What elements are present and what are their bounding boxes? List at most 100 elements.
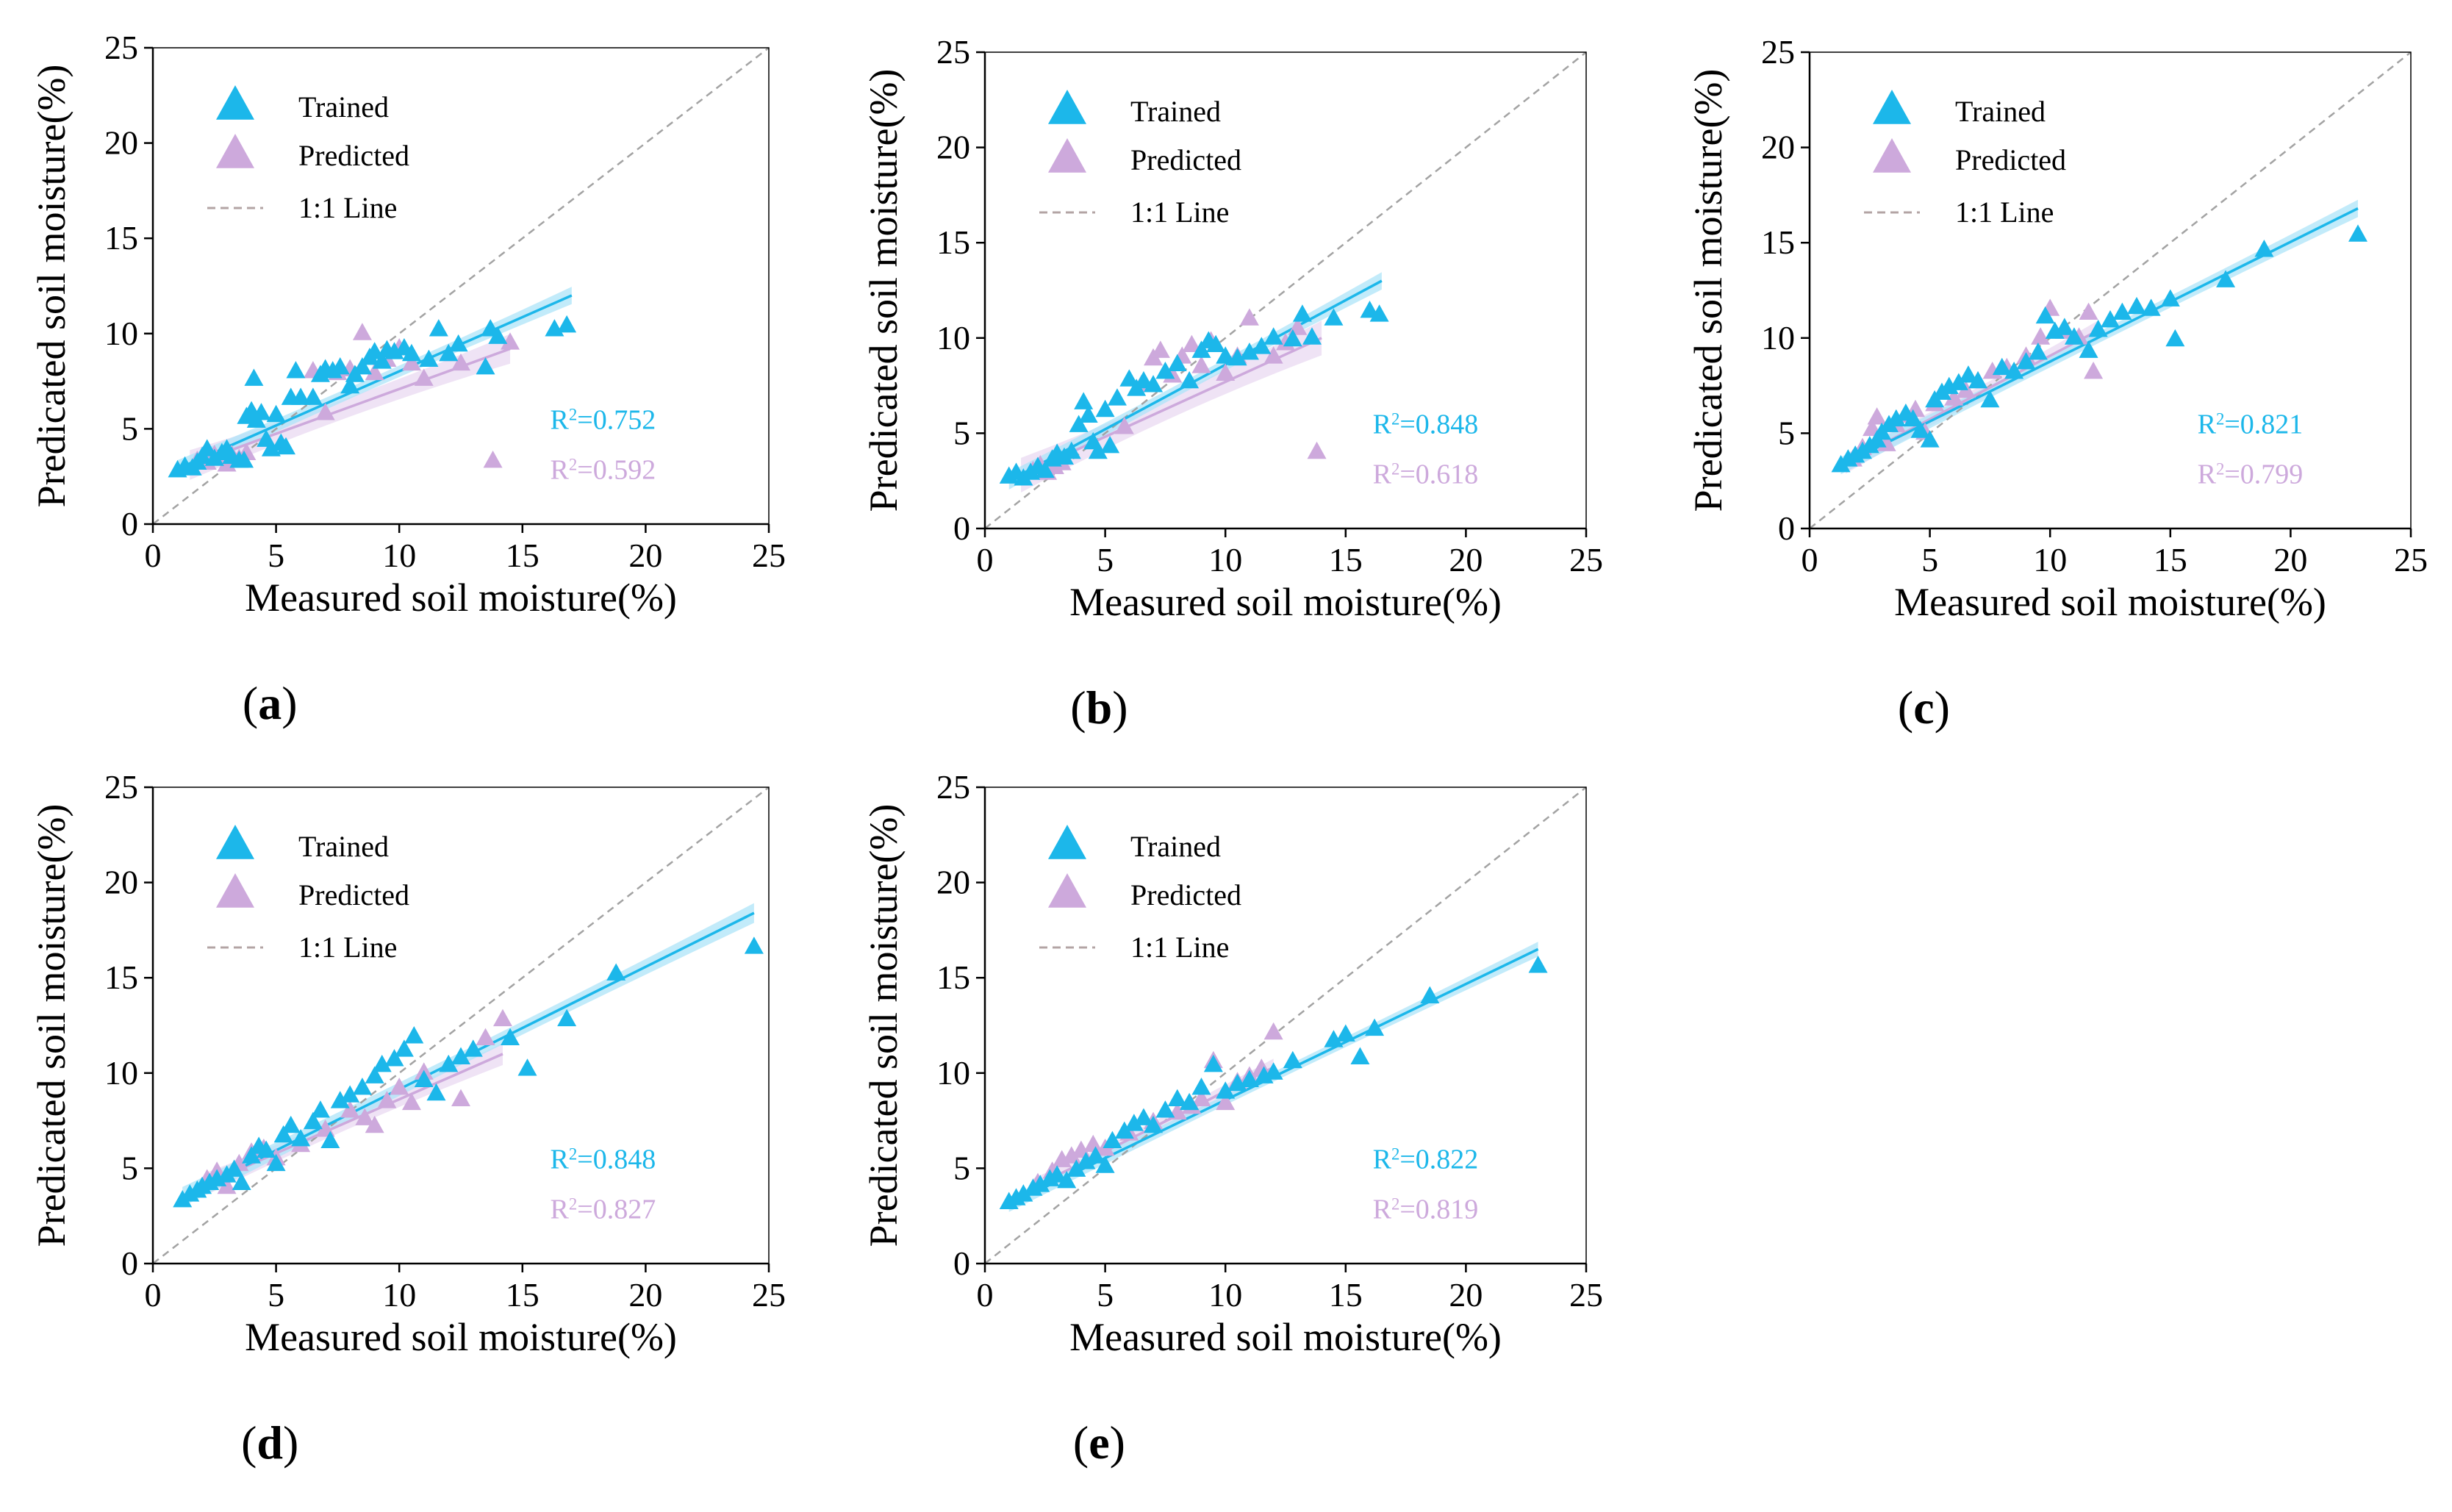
trained-point [2028,343,2048,360]
legend-trained-label: Trained [298,830,389,863]
trained-point [2160,289,2180,307]
y-tick-label: 25 [936,33,970,71]
predicted-point [1182,334,1202,353]
predicted-point [1114,417,1134,434]
x-tick-label: 15 [506,537,539,574]
trained-point [1144,1115,1164,1133]
trained-point [394,1039,414,1057]
y-tick-label: 0 [953,509,970,547]
predicted-point [451,353,470,371]
panel-label: (a) [243,677,298,729]
trained-point [2064,327,2084,345]
predicted-fit-line [207,1053,503,1185]
trained-point [1227,348,1247,366]
legend-predicted-marker [1048,873,1086,908]
y-tick-label: 15 [1761,223,1795,261]
trained-point [476,356,495,375]
trained-point [1191,340,1211,358]
trained-point [439,1054,459,1072]
trained-point [1035,460,1055,479]
trained-point [303,1111,323,1130]
legend-line-label: 1:1 Line [1130,931,1229,964]
trained-point [2165,329,2185,347]
trained-point [1283,329,1302,347]
legend-trained-marker [1873,89,1911,124]
plot-border [1810,51,2412,529]
predicted-point [1263,1022,1283,1040]
y-tick-label: 10 [104,315,138,352]
legend-predicted-label: Predicted [1955,143,2066,176]
predicted-point [1191,1089,1211,1106]
y-tick-label: 20 [104,864,138,901]
trained-point [501,1028,520,1046]
trained-point [419,349,439,367]
x-tick-label: 5 [1921,541,1938,578]
x-tick-label: 20 [628,1276,662,1314]
trained-point [384,1049,404,1067]
trained-point [1191,1078,1211,1095]
x-tick-label: 10 [382,1276,416,1314]
trained-point [244,368,264,386]
trained-point [2079,340,2098,358]
predicted-point [1150,340,1170,358]
predicted-point [1061,1146,1081,1164]
y-tick-label: 0 [953,1244,970,1282]
trained-point [291,387,311,405]
trained-point [1155,1100,1175,1118]
trained-point [1133,1108,1153,1125]
diagonal-reference-line [1809,51,2412,529]
trained-point [242,1146,262,1164]
trained-point [1074,392,1094,409]
trained-point [2216,270,2236,287]
trained-point [1180,1092,1200,1111]
panel-label: (c) [1898,681,1950,734]
r2-trained-text: R2=0.821 [2198,409,2304,440]
trained-point [517,1058,537,1076]
trained-point [257,1140,276,1158]
y-tick-label: 20 [104,124,138,162]
trained-point [1292,304,1312,322]
trained-point [261,439,281,456]
trained-point [1350,1047,1370,1064]
y-tick-label: 25 [104,29,138,66]
x-tick-label: 0 [977,541,994,578]
trained-point [1088,441,1108,459]
predicted-point [1239,308,1259,326]
y-tick-label: 5 [121,409,138,447]
trained-point [1206,334,1226,353]
legend-trained-label: Trained [298,90,389,123]
legend-line-label: 1:1 Line [298,191,397,224]
trained-point [1100,436,1120,454]
predicted-point [315,403,335,420]
x-tick-label: 10 [1208,541,1242,578]
trained-point [401,343,421,362]
trained-point [340,376,360,394]
y-tick-label: 25 [104,768,138,806]
trained-point [1014,1184,1033,1202]
trained-point [1216,1081,1236,1099]
r2-trained-text: R2=0.848 [1373,409,1479,440]
x-tick-label: 25 [1569,1276,1603,1314]
r2-predicted-text: R2=0.827 [551,1194,656,1225]
trained-point [429,319,448,337]
trained-point [352,1078,372,1095]
trained-point [2141,298,2161,316]
y-tick-label: 25 [1761,33,1795,71]
trained-point [404,1026,424,1044]
x-tick-label: 10 [382,537,416,574]
legend-trained-marker [1048,89,1086,124]
legend: Trained Predicted 1:1 Line [207,824,409,964]
y-tick-label: 10 [936,1054,970,1092]
trained-point [1203,1054,1223,1072]
trained-point [1216,346,1236,364]
trained-point [463,1039,483,1057]
trained-point [330,1091,350,1108]
trained-point [1239,1069,1259,1088]
trained-point [1107,388,1127,406]
legend-trained-marker [216,85,254,120]
trained-point [1958,365,1978,383]
trained-point [439,343,459,362]
trained-point [2054,318,2074,335]
x-axis-label: Measured soil moisture(%) [1894,580,2326,624]
